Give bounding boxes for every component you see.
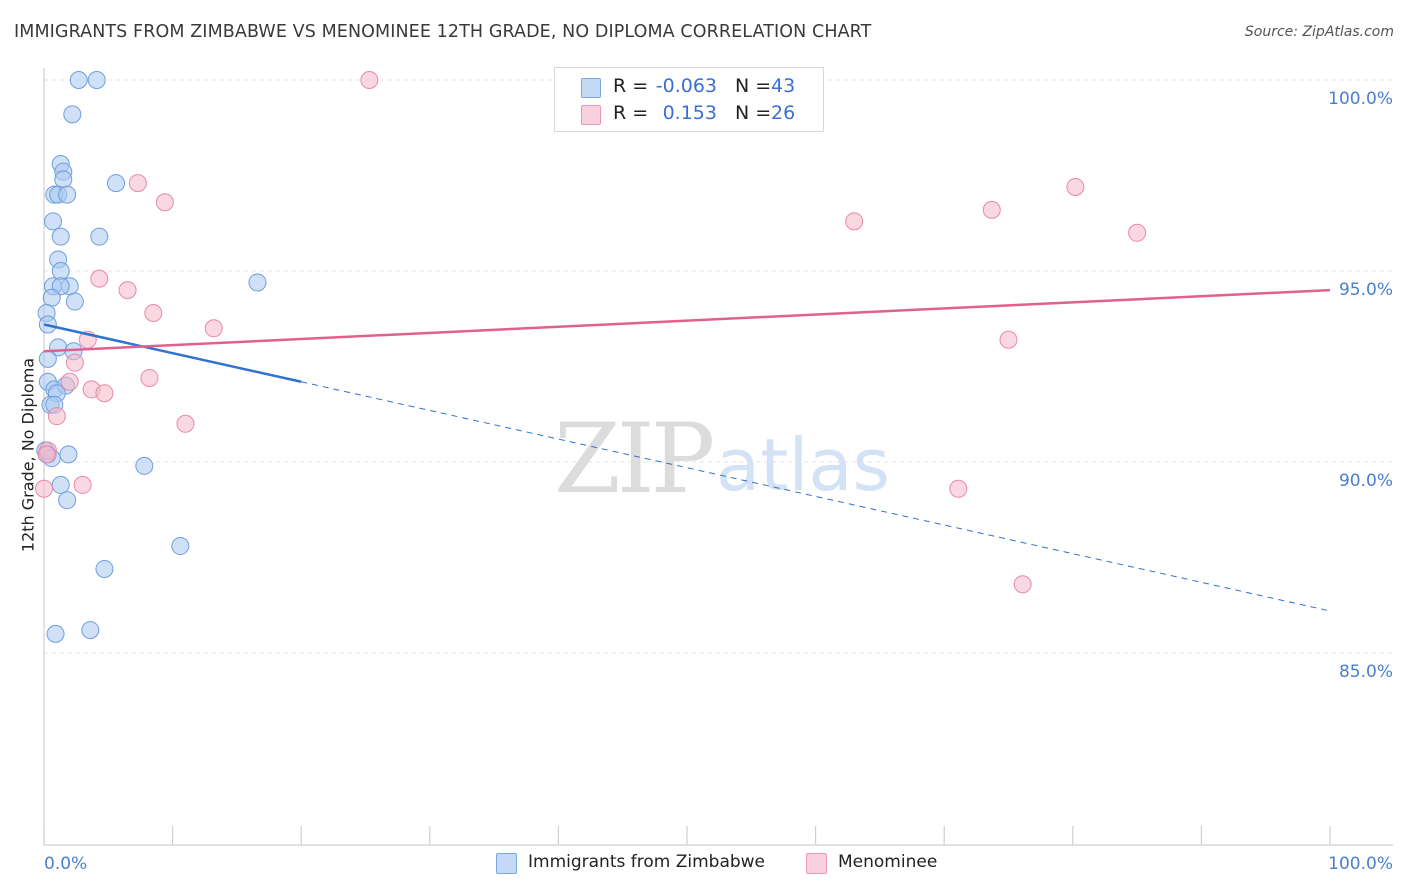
- zimbabwe-point: [51, 475, 70, 494]
- menominee-point: [949, 479, 968, 498]
- watermark-atlas: atlas: [716, 423, 890, 507]
- menominee-point: [155, 193, 174, 212]
- zimbabwe-point: [58, 491, 77, 510]
- menominee-point: [65, 353, 84, 372]
- legend-r-value: 0.153: [662, 102, 717, 124]
- zimbabwe-point: [171, 537, 190, 556]
- legend-n-label: N =: [735, 102, 772, 124]
- menominee-point: [176, 414, 195, 433]
- menominee-point: [140, 368, 159, 387]
- menominee-point: [1128, 223, 1147, 242]
- zimbabwe-trend-extension: [301, 381, 1331, 612]
- zimbabwe-point: [46, 624, 65, 643]
- bottom-legend-swatch-blue: [496, 853, 517, 874]
- menominee-point: [47, 407, 66, 426]
- zimbabwe-point: [58, 185, 77, 204]
- zimbabwe-point: [95, 559, 114, 578]
- zimbabwe-point: [107, 174, 126, 193]
- correlation-legend: R = -0.063 N = 43 R = 0.153 N = 26: [554, 67, 824, 132]
- bottom-legend-label: Immigrants from Zimbabwe: [528, 852, 766, 872]
- legend-row-zimbabwe: R = -0.063 N = 43: [555, 75, 823, 101]
- zimbabwe-point: [51, 227, 70, 246]
- menominee-point: [1066, 177, 1085, 196]
- legend-n-label: N =: [735, 75, 772, 97]
- zimbabwe-point: [65, 292, 84, 311]
- zimbabwe-point: [63, 105, 82, 124]
- zimbabwe-point: [135, 456, 154, 475]
- menominee-point: [60, 372, 79, 391]
- menominee-point: [35, 479, 53, 498]
- legend-row-menominee: R = 0.153 N = 26: [555, 102, 823, 128]
- menominee-point: [118, 281, 137, 300]
- menominee-point: [37, 445, 56, 464]
- menominee-point: [204, 319, 223, 338]
- zimbabwe-point: [59, 445, 78, 464]
- y-tick-label: 90.0%: [1339, 471, 1393, 491]
- bottom-legend-swatch-pink: [806, 853, 827, 874]
- menominee-point: [982, 200, 1001, 219]
- menominee-point: [845, 212, 864, 231]
- y-tick-label: 100.0%: [1328, 89, 1393, 109]
- zimbabwe-point: [69, 71, 88, 89]
- menominee-point: [128, 174, 147, 193]
- menominee-point: [999, 330, 1018, 349]
- legend-n-value: 26: [771, 102, 796, 124]
- legend-r-value: -0.063: [655, 75, 717, 97]
- zimbabwe-point: [248, 273, 267, 292]
- y-tick-label: 85.0%: [1339, 662, 1393, 682]
- zimbabwe-point: [54, 170, 73, 189]
- legend-swatch-pink: [581, 105, 601, 125]
- menominee-point: [360, 71, 379, 89]
- x-tick-label: 100.0%: [1328, 854, 1393, 874]
- menominee-trend-line: [43, 288, 1331, 353]
- legend-r-label: R =: [613, 102, 649, 124]
- legend-n-value: 43: [771, 75, 796, 97]
- menominee-point: [73, 475, 92, 494]
- zimbabwe-trend-line: [43, 323, 302, 384]
- zimbabwe-point: [51, 262, 70, 280]
- menominee-point: [144, 304, 163, 323]
- zimbabwe-point: [38, 349, 57, 368]
- menominee-point: [1013, 575, 1032, 594]
- zimbabwe-point: [44, 212, 63, 231]
- zimbabwe-point: [42, 288, 61, 307]
- menominee-point: [90, 269, 109, 288]
- menominee-point: [95, 384, 114, 403]
- zimbabwe-point: [90, 227, 109, 246]
- zimbabwe-point: [87, 71, 106, 89]
- legend-r-label: R =: [613, 75, 649, 97]
- bottom-legend-label: Menominee: [838, 852, 938, 872]
- x-tick-label: 0.0%: [44, 854, 87, 874]
- source-label: Source: ZipAtlas.com: [1244, 24, 1394, 40]
- y-tick-label: 95.0%: [1339, 280, 1393, 300]
- zimbabwe-point: [81, 621, 100, 640]
- legend-swatch-blue: [581, 78, 601, 98]
- chart-title: IMMIGRANTS FROM ZIMBABWE VS MENOMINEE 12…: [14, 22, 872, 42]
- watermark-zip: ZIP: [554, 403, 713, 515]
